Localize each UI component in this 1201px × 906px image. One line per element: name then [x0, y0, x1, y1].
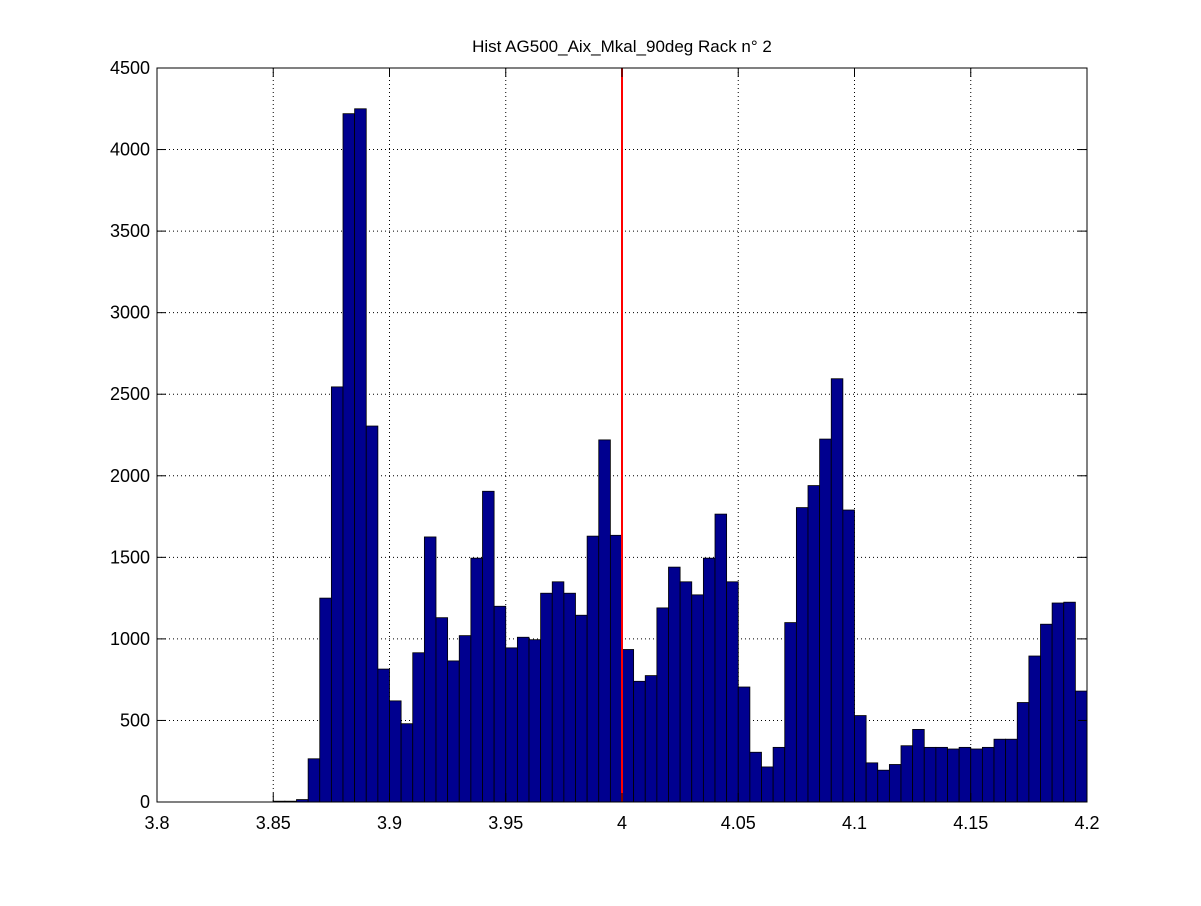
histogram-bar	[493, 605, 507, 803]
histogram-bar	[365, 425, 379, 803]
histogram-bar	[551, 581, 565, 803]
histogram-bar	[516, 636, 530, 803]
y-tick-labels: 0 500 1000 1500 2000 2500 3000 3500 4000 4500	[110, 58, 150, 812]
histogram-bar	[912, 729, 925, 803]
histogram-bar	[563, 592, 576, 803]
histogram-bar	[470, 557, 483, 803]
histogram-bar	[1016, 702, 1030, 803]
histogram-bar	[749, 751, 762, 803]
histogram-bar	[726, 581, 739, 803]
histogram-bar	[877, 769, 890, 803]
histogram-bar	[888, 764, 902, 803]
histogram-bar	[412, 652, 425, 803]
histogram-bar	[772, 746, 786, 803]
x-tick-label: 4	[617, 813, 627, 833]
y-tick-label: 4500	[110, 58, 150, 78]
histogram-bar	[714, 513, 728, 803]
histogram-bar	[540, 592, 553, 803]
histogram-bar	[668, 566, 681, 803]
histogram-bar	[981, 746, 995, 803]
histogram-bar	[482, 490, 495, 803]
histogram-bar	[761, 766, 774, 803]
x-tick-label: 3.9	[377, 813, 402, 833]
histogram-bar	[691, 594, 704, 803]
histogram-bar	[830, 378, 844, 803]
histogram-bar	[377, 668, 390, 803]
histogram-bar	[1005, 738, 1018, 803]
histogram-bar	[854, 715, 867, 803]
chart-title: Hist AG500_Aix_Mkal_90deg Rack n° 2	[472, 37, 772, 56]
histogram-bar	[458, 635, 472, 803]
histogram-bar	[644, 675, 658, 803]
histogram-bar	[1028, 655, 1041, 803]
histogram-bar	[842, 509, 855, 803]
histogram-bar	[342, 113, 356, 803]
y-tick-label: 1500	[110, 547, 150, 567]
y-tick-label: 4000	[110, 140, 150, 160]
histogram-bars	[272, 108, 1088, 803]
y-tick-label: 1000	[110, 629, 150, 649]
histogram-bar	[447, 660, 460, 803]
histogram-bar	[609, 534, 623, 803]
histogram-bar	[784, 622, 797, 803]
histogram-bar	[958, 746, 972, 803]
x-tick-label: 4.2	[1074, 813, 1099, 833]
axis-ticks	[156, 67, 1088, 803]
histogram-bar	[307, 758, 321, 803]
histogram-bar	[970, 748, 983, 803]
histogram-bar	[400, 723, 414, 803]
x-tick-labels: 3.8 3.85 3.9 3.95 4 4.05 4.1 4.15 4.2	[144, 813, 1099, 833]
histogram-bar	[586, 535, 600, 803]
histogram-bar	[656, 607, 669, 803]
histogram-bar	[702, 557, 716, 803]
x-tick-label: 4.05	[721, 813, 756, 833]
histogram-bar	[528, 639, 542, 803]
histogram-bar	[935, 746, 948, 803]
x-tick-label: 4.1	[842, 813, 867, 833]
histogram-bar	[679, 581, 693, 803]
histogram-bar	[505, 647, 518, 803]
x-tick-label: 3.95	[488, 813, 523, 833]
y-tick-label: 2500	[110, 384, 150, 404]
y-tick-label: 3000	[110, 303, 150, 323]
x-tick-label: 3.8	[144, 813, 169, 833]
histogram-bar	[1063, 601, 1076, 803]
y-tick-label: 0	[140, 792, 150, 812]
histogram-bar	[900, 745, 914, 803]
histogram-bar	[423, 536, 437, 803]
y-tick-label: 3500	[110, 221, 150, 241]
histogram-bar	[598, 439, 611, 803]
histogram-bar	[865, 762, 879, 803]
histogram-bar	[1074, 690, 1088, 803]
histogram-bar	[330, 386, 344, 803]
y-tick-label: 2000	[110, 466, 150, 486]
histogram-bar	[621, 649, 635, 803]
histogram-bar	[795, 507, 809, 803]
histogram-bar	[319, 597, 332, 803]
histogram-bar	[1051, 602, 1065, 803]
histogram-bar	[575, 614, 588, 803]
histogram-bar	[993, 738, 1007, 803]
histogram-bar	[807, 485, 821, 803]
histogram-bar	[633, 680, 646, 803]
histogram-bar	[923, 746, 937, 803]
histogram-bar	[389, 700, 402, 803]
histogram-bar	[354, 108, 367, 803]
histogram-bar	[1040, 623, 1053, 803]
histogram-bar	[947, 748, 960, 803]
histogram-bar	[819, 438, 832, 803]
histogram-bar	[435, 617, 449, 803]
histogram-bar	[737, 686, 751, 803]
x-tick-label: 3.85	[256, 813, 291, 833]
x-tick-label: 4.15	[953, 813, 988, 833]
y-tick-label: 500	[120, 710, 150, 730]
